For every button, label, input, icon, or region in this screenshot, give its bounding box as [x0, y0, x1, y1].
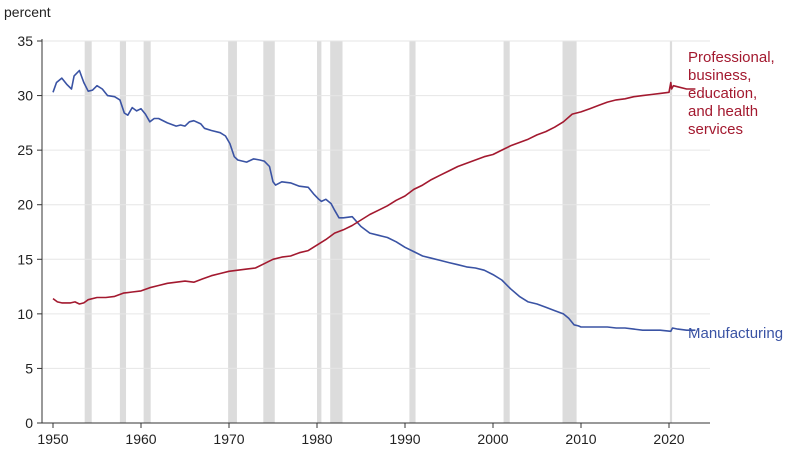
y-tick-label: 15 [17, 251, 33, 267]
series [52, 69, 696, 333]
recession-band [228, 41, 237, 423]
x-tick-label: 2020 [653, 431, 684, 447]
professional-label-line: education, [688, 85, 757, 102]
manufacturing-series-label: Manufacturing [688, 325, 783, 342]
recession-band [317, 41, 322, 423]
y-tick-label: 20 [17, 197, 33, 213]
y-tick-label: 30 [17, 88, 33, 104]
professional-label-line: business, [688, 67, 751, 84]
x-tick-label: 1990 [389, 431, 420, 447]
recession-band [84, 41, 92, 423]
y-tick-label: 5 [25, 360, 33, 376]
recession-band [409, 41, 416, 423]
recession-band [263, 41, 275, 423]
recession-band [143, 41, 151, 423]
recession-band [503, 41, 510, 423]
professional-label-line: services [688, 121, 743, 138]
professional-services-line [52, 81, 696, 305]
recession-band [669, 41, 673, 423]
x-tick-label: 1970 [213, 431, 244, 447]
x-tick-label: 1960 [125, 431, 156, 447]
recession-band [562, 41, 577, 423]
x-tick-label: 2010 [565, 431, 596, 447]
professional-services-series-label: Professional, business, education, and heal… [688, 49, 775, 138]
recession-band [119, 41, 127, 423]
x-tick-label: 1980 [301, 431, 332, 447]
recession-bands [84, 41, 673, 423]
y-tick-label: 25 [17, 142, 33, 158]
gridlines [42, 40, 710, 369]
professional-label-line: and health [688, 103, 758, 120]
axes: 0 5 10 15 20 25 30 35 1950 1960 1970 1980 1990 2000 20… [17, 33, 710, 447]
y-tick-label: 10 [17, 306, 33, 322]
y-axis-unit-label: percent [4, 4, 51, 20]
y-tick-label: 35 [17, 33, 33, 49]
y-tick-label: 0 [25, 415, 33, 431]
x-tick-label: 1950 [37, 431, 68, 447]
professional-label-line: Professional, [688, 49, 775, 66]
x-tick-label: 2000 [477, 431, 508, 447]
manufacturing-line [52, 69, 696, 333]
